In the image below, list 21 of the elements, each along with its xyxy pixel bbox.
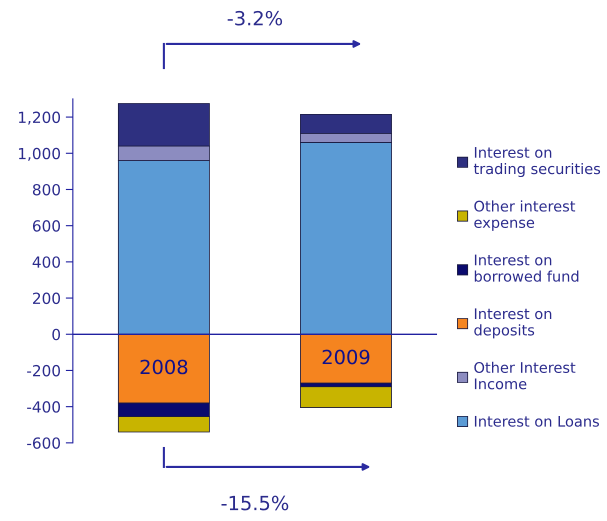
y-tick-label: 200 <box>32 292 60 304</box>
x-tick-label: 2009 <box>322 350 370 364</box>
legend-label: Interest on deposits <box>474 308 552 338</box>
legend-label: Other interest expense <box>474 200 576 231</box>
legend-label: Interest on Loans <box>474 416 599 427</box>
bar <box>300 386 392 408</box>
y-tick-label: 800 <box>32 184 60 196</box>
y-tick-label: -200 <box>27 364 60 376</box>
text: -15.5% <box>222 496 288 510</box>
y-tick-label: 0 <box>52 328 60 340</box>
y-tick-label: -400 <box>27 401 60 413</box>
legend-label: Interest on borrowed fund <box>474 254 578 282</box>
text: -3.2% <box>228 10 282 26</box>
y-tick-label: 400 <box>32 256 60 268</box>
legend-label: Interest on trading securities <box>474 147 600 178</box>
y-tick-label: 600 <box>32 220 60 232</box>
x-tick-label: 2008 <box>140 360 188 374</box>
legend-label: Other Interest Income <box>474 362 576 390</box>
y-tick-label: 1,000 <box>18 148 60 161</box>
y-tick-label: -600 <box>27 437 60 449</box>
y-tick-label: 1,200 <box>18 112 60 125</box>
